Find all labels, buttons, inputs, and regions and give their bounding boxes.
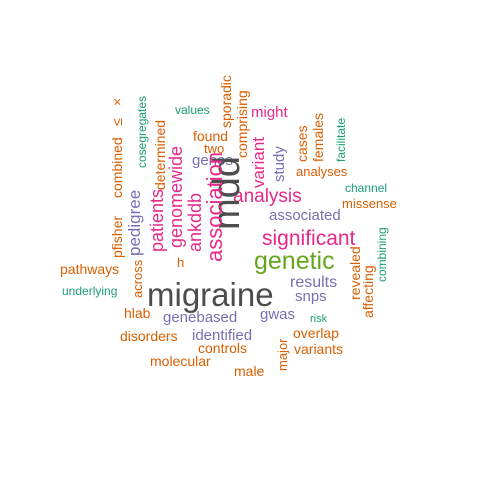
- word-overlap: overlap: [293, 325, 339, 341]
- word-hlab: hlab: [124, 305, 151, 321]
- word-variants: variants: [294, 341, 344, 357]
- word-facilitate: facilitate: [334, 117, 348, 162]
- word-risk: risk: [310, 313, 328, 325]
- word-analysis: association: [202, 151, 227, 262]
- word-across: across: [130, 259, 145, 298]
- word-values: values: [175, 103, 210, 117]
- word-associated: associated: [269, 207, 341, 224]
- word-cosegregates: cosegregates: [135, 95, 149, 168]
- word-patients: patients: [147, 188, 167, 252]
- word-found: found: [193, 128, 229, 144]
- word-sporadic: sporadic: [218, 75, 234, 128]
- word-major: major: [275, 338, 290, 371]
- word-male: male: [234, 363, 265, 379]
- word-leq-symbol: ≤: [109, 118, 125, 126]
- word-ankddb: ankddb: [185, 192, 205, 252]
- word-combining: combining: [375, 227, 389, 282]
- word-underlying: underlying: [62, 284, 118, 298]
- word-genetic: genetic: [254, 247, 335, 275]
- word-controls: controls: [198, 340, 248, 356]
- word-migraine: migraine: [147, 276, 274, 313]
- word-snps: snps: [295, 288, 327, 305]
- word-channel: channel: [345, 181, 388, 195]
- word-genes: genes: [192, 152, 233, 169]
- word-affecting: affecting: [360, 265, 376, 318]
- word-might: might: [251, 104, 288, 121]
- word-analyses: analyses: [296, 164, 348, 179]
- word-variant: variant: [249, 136, 268, 188]
- word-females: females: [310, 112, 326, 162]
- word-cases: cases: [294, 125, 310, 162]
- word-times-symbol: ×: [109, 97, 125, 106]
- word-pathways: pathways: [60, 261, 120, 277]
- word-significant: significant: [262, 227, 356, 250]
- word-pedigree: pedigree: [125, 189, 144, 256]
- word-disorders: disorders: [120, 328, 178, 344]
- word-molecular: molecular: [150, 353, 211, 369]
- word-comprising: comprising: [234, 90, 250, 158]
- word-genomewide: genomewide: [166, 145, 186, 248]
- word-h: h: [177, 255, 185, 270]
- word-two: two: [204, 141, 225, 156]
- word-pfisher: pfisher: [109, 215, 125, 258]
- word-gwas: gwas: [260, 306, 296, 323]
- word-results: results: [290, 274, 338, 291]
- word-determined: determined: [152, 119, 168, 190]
- word-identified: identified: [192, 327, 253, 344]
- word-association: analysis: [233, 186, 302, 207]
- word-missense: missense: [342, 196, 397, 211]
- word-combined: combined: [109, 137, 125, 198]
- word-genebased: genebased: [163, 309, 238, 326]
- word-study: study: [271, 146, 288, 182]
